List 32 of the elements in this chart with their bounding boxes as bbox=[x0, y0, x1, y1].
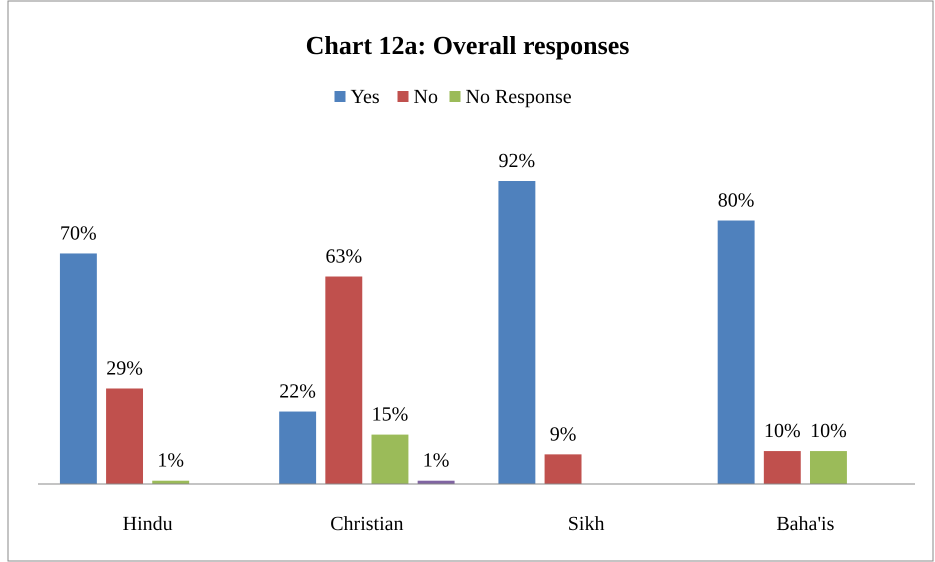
x-tick-label: Christian bbox=[330, 513, 404, 535]
bar bbox=[718, 220, 755, 484]
bar bbox=[498, 181, 536, 484]
data-label: 15% bbox=[372, 404, 408, 426]
data-label: 9% bbox=[550, 423, 576, 446]
bar bbox=[152, 480, 190, 484]
data-label: 22% bbox=[279, 380, 316, 403]
data-label: 92% bbox=[498, 150, 536, 172]
bar bbox=[106, 388, 144, 484]
bar bbox=[371, 434, 408, 484]
data-label: 29% bbox=[106, 357, 143, 380]
bar bbox=[60, 253, 97, 484]
data-label: 63% bbox=[325, 246, 362, 268]
data-label: 10% bbox=[764, 420, 801, 442]
x-tick-label: Baha'is bbox=[776, 513, 835, 535]
data-label: 70% bbox=[60, 222, 97, 244]
bar bbox=[544, 454, 582, 484]
data-label: 1% bbox=[157, 450, 184, 472]
chart-title: Chart 12a: Overall responses bbox=[306, 31, 630, 60]
legend-label: No Response bbox=[466, 86, 572, 108]
data-label: 80% bbox=[718, 190, 754, 212]
bar bbox=[418, 480, 455, 484]
bar bbox=[764, 451, 801, 484]
bar bbox=[325, 276, 362, 484]
bar bbox=[810, 451, 847, 484]
data-label: 1% bbox=[422, 450, 450, 472]
x-tick-label: Hindu bbox=[122, 513, 173, 535]
x-tick-label: Sikh bbox=[568, 513, 604, 535]
legend-label: No bbox=[414, 86, 438, 108]
bar bbox=[279, 412, 316, 484]
legend-label: Yes bbox=[350, 86, 380, 108]
data-label: 10% bbox=[810, 420, 847, 442]
